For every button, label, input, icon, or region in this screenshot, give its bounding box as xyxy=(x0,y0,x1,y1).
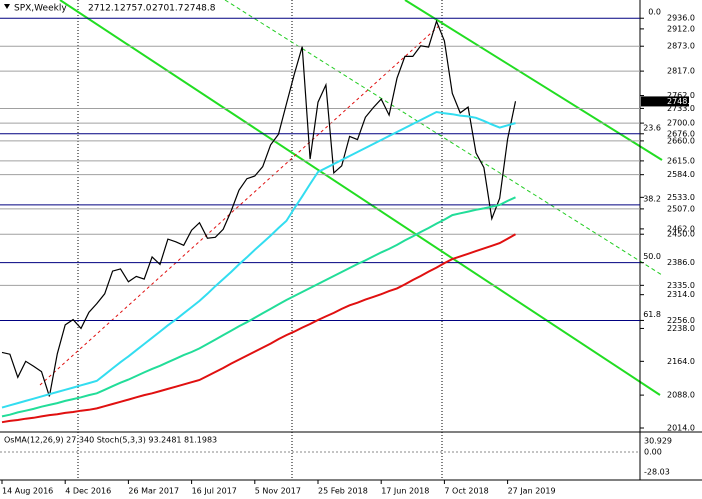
fib-label: 38.2 xyxy=(643,194,661,203)
y-tick-label: 2615.0 xyxy=(667,156,695,165)
price-line xyxy=(1,19,517,397)
x-tick-label: 7 Oct 2018 xyxy=(444,487,488,496)
y-tick-label: 2314.0 xyxy=(667,290,695,299)
y-tick-label: 2450.0 xyxy=(667,230,695,239)
fib-label: 0.0 xyxy=(648,8,661,17)
last-price-label: 2748.8 xyxy=(667,97,695,106)
y-tick-label: 2873.0 xyxy=(667,42,695,51)
ohlc-value: 2712.1 xyxy=(88,4,120,14)
chart-title: SPX,Weekly xyxy=(14,4,67,14)
indicator-title: OsMA(12,26,9) 27.340 Stoch(5,3,3) 93.248… xyxy=(4,436,217,445)
y-tick-label: 2335.0 xyxy=(667,281,695,290)
y-tick-label: 2256.0 xyxy=(667,316,695,325)
x-tick-label: 25 Feb 2018 xyxy=(318,487,368,496)
last-price-box xyxy=(641,96,689,107)
y-tick-label: 2238.0 xyxy=(667,324,695,333)
indicator-axis-label: 30.929 xyxy=(644,437,672,446)
y-tick-label: 2533.0 xyxy=(667,193,695,202)
x-tick-label: 16 Jul 2017 xyxy=(192,487,237,496)
x-tick-label: 14 Aug 2016 xyxy=(2,487,53,496)
moving-average xyxy=(1,196,516,418)
y-tick-label: 2088.0 xyxy=(667,391,695,400)
y-tick-label: 2700.0 xyxy=(667,119,695,128)
ohlc-value: 2757.0 xyxy=(120,4,152,14)
y-tick-label: 2386.0 xyxy=(667,258,695,267)
x-tick-label: 5 Nov 2017 xyxy=(255,487,301,496)
y-tick-label: 2733.0 xyxy=(667,104,695,113)
y-tick-label: 2936.0 xyxy=(667,14,695,23)
y-tick-label: 2014.0 xyxy=(667,424,695,433)
x-tick-label: 26 Mar 2017 xyxy=(128,487,179,496)
fib-label: 23.6 xyxy=(643,123,661,132)
header-icon xyxy=(4,4,10,9)
indicator-axis-label: -28.03 xyxy=(644,468,670,477)
y-tick-label: 2762.0 xyxy=(667,91,695,100)
fib-label: 61.8 xyxy=(643,310,661,319)
x-tick-label: 4 Dec 2016 xyxy=(65,487,111,496)
y-tick-label: 2462.0 xyxy=(667,224,695,233)
trend-line xyxy=(59,0,661,396)
y-tick-label: 2676.0 xyxy=(667,129,695,138)
y-tick-label: 2817.0 xyxy=(667,67,695,76)
moving-average xyxy=(1,233,516,424)
x-tick-label: 17 Jun 2018 xyxy=(381,487,429,496)
fib-label: 50.0 xyxy=(643,252,661,261)
moving-average xyxy=(1,110,516,409)
y-tick-label: 2912.0 xyxy=(667,24,695,33)
y-tick-label: 2164.0 xyxy=(667,357,695,366)
ohlc-value: 2748.8 xyxy=(184,4,216,14)
ohlc-value: 2701.7 xyxy=(152,4,184,14)
y-tick-label: 2660.0 xyxy=(667,136,695,145)
y-tick-label: 2507.0 xyxy=(667,204,695,213)
x-tick-label: 27 Jan 2019 xyxy=(508,487,556,496)
indicator-axis-label: 0.00 xyxy=(644,448,662,457)
y-tick-label: 2584.0 xyxy=(667,170,695,179)
